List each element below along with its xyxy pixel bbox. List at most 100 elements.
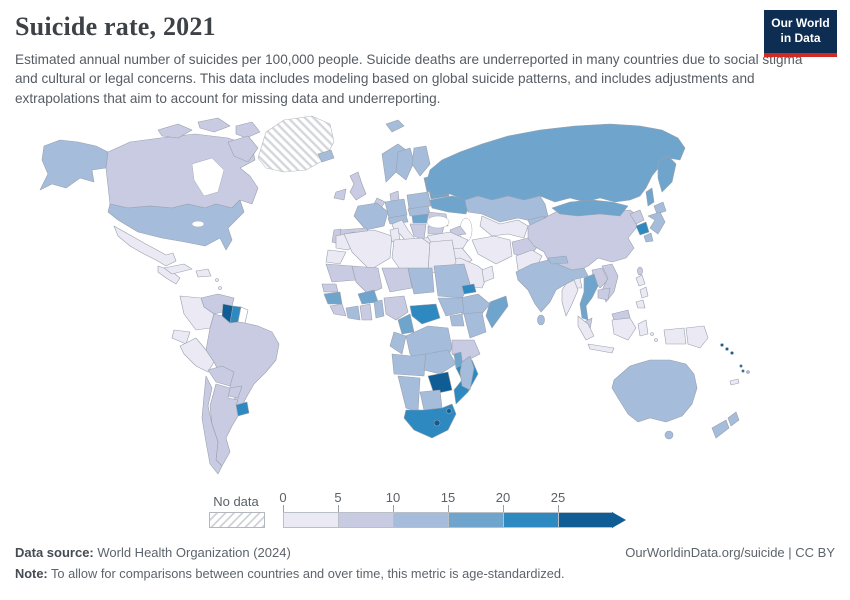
legend-segment-5-10[interactable] bbox=[338, 512, 393, 528]
country-lesotho[interactable] bbox=[433, 419, 441, 427]
country-united-states[interactable] bbox=[107, 199, 245, 251]
country-zambia[interactable] bbox=[423, 349, 457, 375]
country-eritrea[interactable] bbox=[461, 283, 477, 295]
country-sierra-leone-liberia[interactable] bbox=[329, 303, 347, 317]
country-indonesia-sumatra[interactable] bbox=[577, 315, 595, 341]
country-bolivia[interactable] bbox=[207, 365, 235, 387]
country-nigeria[interactable] bbox=[383, 295, 409, 321]
country-japan-honshu[interactable] bbox=[647, 211, 666, 235]
country-papua-new-guinea[interactable] bbox=[685, 325, 709, 349]
country-vanuatu[interactable] bbox=[739, 364, 743, 368]
country-japan-kyushu[interactable] bbox=[643, 232, 654, 243]
country-greenland[interactable] bbox=[257, 115, 335, 173]
country-indonesia-borneo[interactable] bbox=[611, 317, 637, 341]
country-botswana[interactable] bbox=[419, 389, 443, 411]
country-fiji[interactable] bbox=[746, 370, 750, 374]
country-senegal[interactable] bbox=[321, 283, 339, 293]
country-madagascar[interactable] bbox=[459, 355, 475, 391]
country-ghana[interactable] bbox=[359, 303, 373, 321]
country-south-africa[interactable] bbox=[403, 403, 457, 439]
country-france[interactable] bbox=[353, 202, 389, 231]
country-solomon-islands[interactable] bbox=[730, 351, 734, 355]
country-philippines[interactable] bbox=[635, 274, 646, 287]
country-oman[interactable] bbox=[481, 265, 495, 283]
country-algeria[interactable] bbox=[343, 229, 393, 271]
country-kenya[interactable] bbox=[463, 311, 487, 339]
country-ireland[interactable] bbox=[333, 188, 347, 201]
country-guinea[interactable] bbox=[323, 291, 343, 305]
legend-segment-10-15[interactable] bbox=[393, 512, 448, 528]
country-taiwan[interactable] bbox=[637, 266, 643, 276]
country-hispaniola[interactable] bbox=[195, 268, 212, 278]
country-new-zealand-north[interactable] bbox=[727, 411, 740, 427]
country-niger[interactable] bbox=[381, 267, 413, 293]
country-cuba[interactable] bbox=[163, 263, 193, 275]
country-indonesia-sulawesi[interactable] bbox=[637, 319, 649, 337]
country-indonesia-moluccas[interactable] bbox=[654, 338, 658, 342]
country-chile[interactable] bbox=[201, 375, 223, 475]
legend-segment-15-20[interactable] bbox=[448, 512, 503, 528]
country-poland[interactable] bbox=[406, 191, 432, 210]
country-canadian-arctic-islands[interactable] bbox=[235, 121, 261, 139]
owid-logo[interactable]: Our World in Data bbox=[764, 10, 837, 57]
country-vanuatu[interactable] bbox=[741, 369, 745, 373]
country-togo-benin[interactable] bbox=[373, 299, 385, 319]
country-north-korea[interactable] bbox=[629, 209, 645, 225]
country-mauritania[interactable] bbox=[325, 263, 357, 283]
country-united-kingdom[interactable] bbox=[349, 171, 367, 201]
country-canadian-arctic-islands[interactable] bbox=[157, 123, 193, 139]
country-zimbabwe[interactable] bbox=[427, 371, 453, 395]
country-finland[interactable] bbox=[411, 145, 431, 177]
country-sweden[interactable] bbox=[395, 147, 415, 181]
country-lesser-antilles[interactable] bbox=[218, 286, 222, 290]
legend-segment-20-25[interactable] bbox=[503, 512, 558, 528]
country-indonesia-moluccas[interactable] bbox=[650, 332, 654, 336]
country-angola[interactable] bbox=[391, 353, 427, 377]
country-japan-hokkaido[interactable] bbox=[653, 201, 667, 215]
country-mongolia[interactable] bbox=[551, 199, 629, 217]
country-philippines[interactable] bbox=[635, 299, 646, 309]
country-somalia[interactable] bbox=[485, 295, 509, 329]
country-alaska[interactable] bbox=[39, 139, 109, 191]
country-congo-gabon[interactable] bbox=[389, 331, 407, 355]
country-indonesia-java[interactable] bbox=[587, 343, 615, 354]
country-libya[interactable] bbox=[391, 237, 431, 273]
country-south-sudan[interactable] bbox=[437, 297, 465, 317]
country-thailand[interactable] bbox=[579, 273, 599, 321]
country-new-caledonia[interactable] bbox=[729, 378, 740, 386]
country-russia-kamchatka[interactable] bbox=[657, 155, 677, 193]
legend-segment-25+[interactable] bbox=[558, 512, 613, 528]
country-solomon-islands[interactable] bbox=[720, 343, 724, 347]
country-brazil[interactable] bbox=[205, 313, 280, 411]
country-philippines[interactable] bbox=[639, 286, 649, 299]
country-indonesia-papua[interactable] bbox=[663, 327, 687, 345]
country-ivory-coast[interactable] bbox=[345, 305, 361, 321]
country-canadian-arctic-islands[interactable] bbox=[197, 117, 231, 133]
country-denmark[interactable] bbox=[389, 190, 400, 202]
country-peru[interactable] bbox=[179, 337, 215, 373]
country-namibia[interactable] bbox=[397, 375, 421, 413]
country-ecuador[interactable] bbox=[171, 329, 191, 345]
no-data-swatch[interactable] bbox=[209, 512, 265, 528]
country-mali[interactable] bbox=[351, 265, 383, 295]
world-map[interactable] bbox=[0, 108, 850, 488]
country-russia[interactable] bbox=[425, 123, 686, 203]
country-sri-lanka[interactable] bbox=[537, 314, 545, 326]
country-cameroon[interactable] bbox=[397, 313, 415, 335]
country-mexico[interactable] bbox=[113, 225, 177, 267]
country-central-asia[interactable] bbox=[479, 215, 529, 239]
country-chad[interactable] bbox=[407, 267, 435, 295]
country-iceland[interactable] bbox=[317, 149, 335, 163]
country-south-korea[interactable] bbox=[635, 221, 650, 236]
country-western-sahara[interactable] bbox=[325, 249, 347, 265]
country-solomon-islands[interactable] bbox=[725, 347, 729, 351]
country-uganda[interactable] bbox=[449, 313, 465, 327]
legend-bar[interactable] bbox=[283, 512, 626, 528]
country-australia[interactable] bbox=[611, 359, 698, 423]
country-central-african-republic[interactable] bbox=[409, 303, 441, 325]
country-cambodia[interactable] bbox=[597, 287, 611, 301]
country-baffin-island[interactable] bbox=[227, 135, 259, 163]
country-iran[interactable] bbox=[471, 235, 513, 265]
owid-license-link[interactable]: OurWorldinData.org/suicide | CC BY bbox=[625, 545, 835, 560]
country-ukraine[interactable] bbox=[429, 195, 471, 215]
